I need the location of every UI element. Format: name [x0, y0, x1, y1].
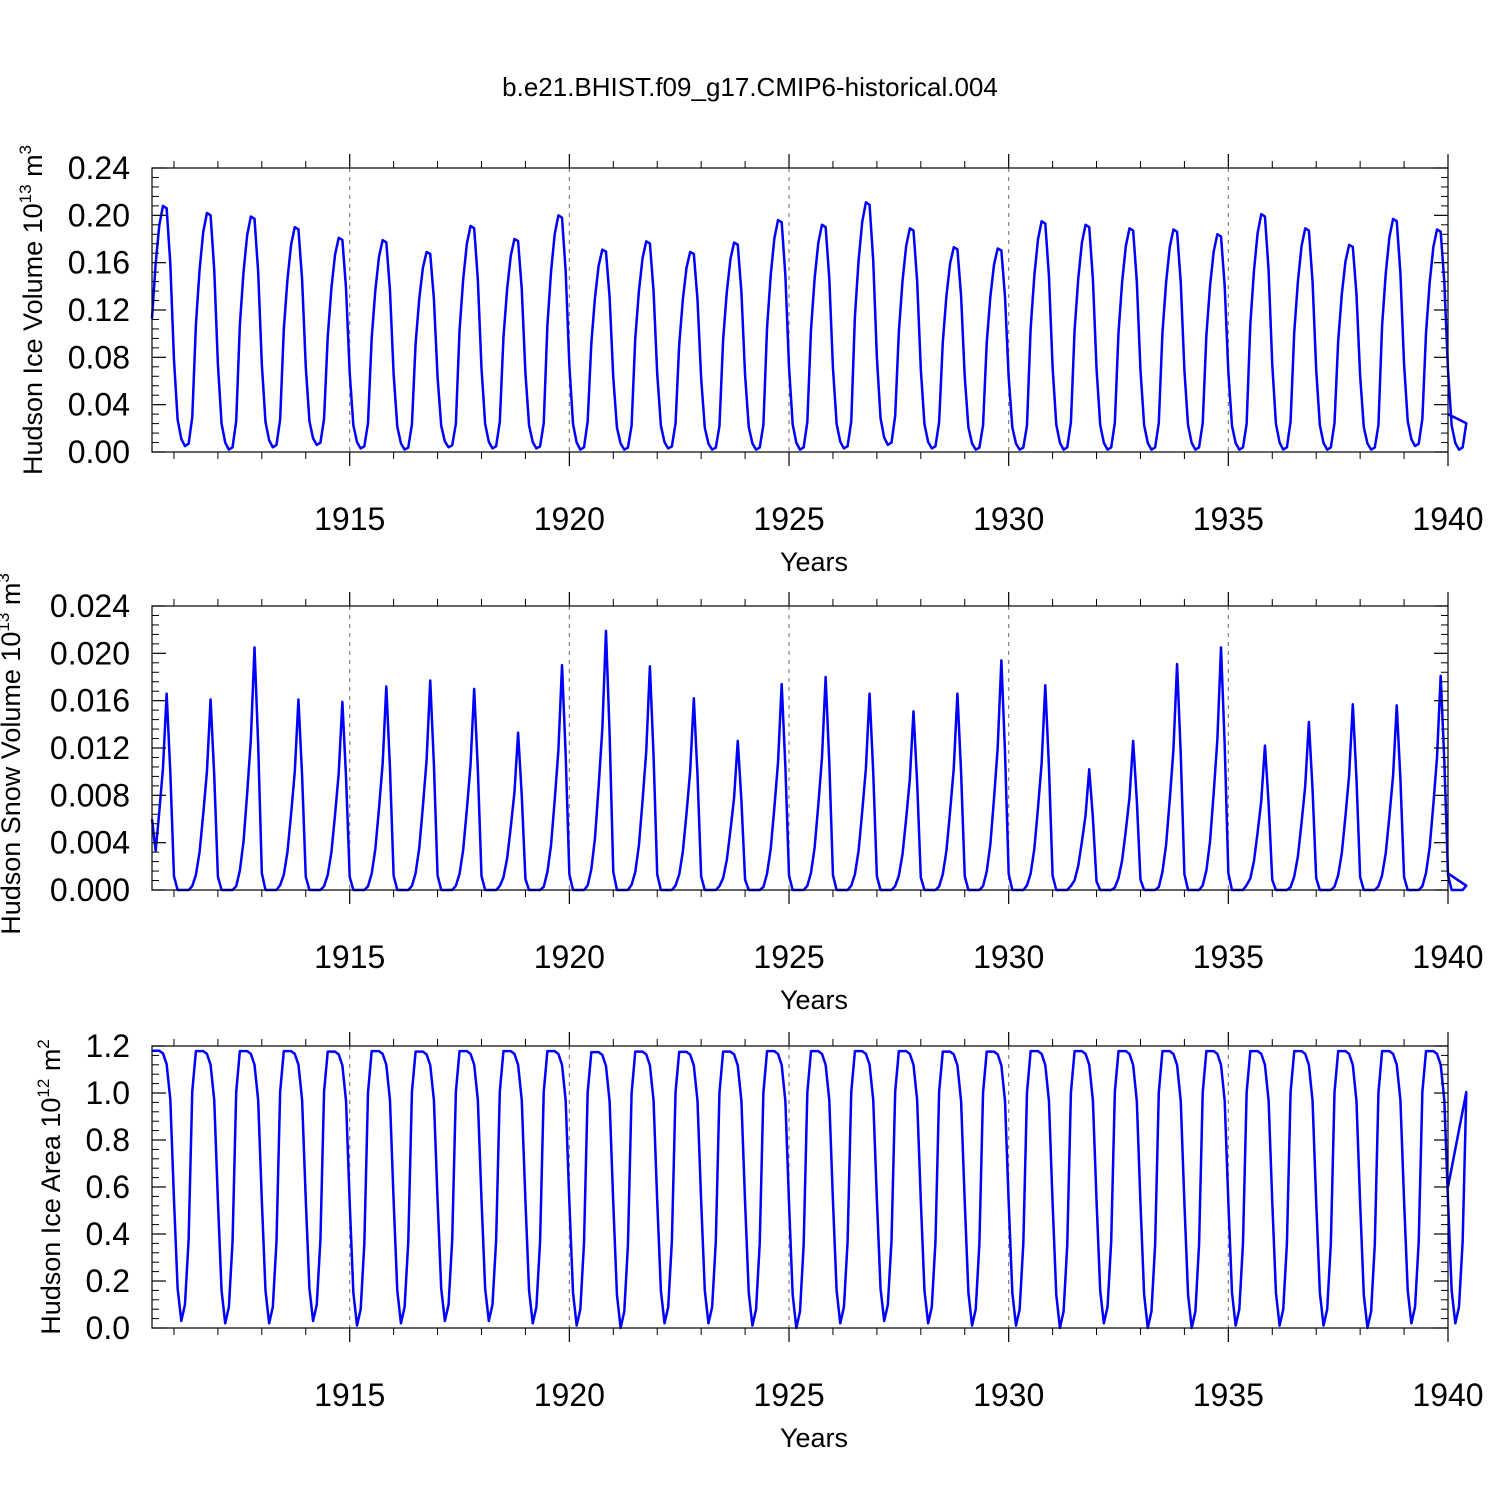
y-tick-label: 0.04: [68, 387, 130, 423]
x-tick-label: 1935: [1193, 501, 1264, 537]
plot-frame: [151, 1045, 1449, 1329]
series-line: [152, 1049, 1468, 1330]
y-tick-label: 0.4: [86, 1216, 130, 1252]
y-tick-label: 0.12: [68, 292, 130, 328]
y-tick-label: 0.24: [68, 150, 130, 186]
x-tick-label: 1915: [314, 501, 385, 537]
y-tick-label: 0.012: [50, 730, 130, 766]
x-tick-label: 1940: [1412, 501, 1483, 537]
y-axis-label: Hudson Ice Volume 1013 m3: [16, 145, 48, 475]
x-tick-label: 1915: [314, 939, 385, 975]
x-tick-label: 1935: [1193, 1377, 1264, 1413]
panel-snow-volume: 0.000 0.004 0.008 0.012 0.016 0.020 0.024 1915 1…: [0, 573, 1484, 1015]
x-tick-label: 1925: [753, 1377, 824, 1413]
series-line: [150, 201, 1468, 451]
y-axis-label: Hudson Snow Volume 1013 m3: [0, 573, 26, 935]
y-tick-label: 0.020: [50, 635, 130, 671]
x-tick-label: 1930: [973, 939, 1044, 975]
x-axis-label: Years: [780, 547, 848, 577]
panel-ice-area: 0.0 0.2 0.4 0.6 0.8 1.0 1.2 1915 1920 1925 1930 193…: [34, 1028, 1484, 1453]
y-tick-label: 0.008: [50, 777, 130, 813]
x-tick-label: 1925: [753, 501, 824, 537]
x-tick-label: 1920: [534, 1377, 605, 1413]
y-tick-label: 0.024: [50, 588, 130, 624]
x-tick-label: 1920: [534, 939, 605, 975]
chart-title: b.e21.BHIST.f09_g17.CMIP6-historical.004: [502, 72, 998, 102]
x-axis-label: Years: [780, 1423, 848, 1453]
series-line: [150, 629, 1468, 892]
y-tick-label: 1.0: [86, 1075, 130, 1111]
y-tick-label: 0.00: [68, 434, 130, 470]
x-tick-label: 1930: [973, 1377, 1044, 1413]
y-tick-label: 0.2: [86, 1263, 130, 1299]
x-tick-label: 1940: [1412, 1377, 1483, 1413]
y-tick-label: 0.8: [86, 1122, 130, 1158]
y-tick-label: 0.004: [50, 825, 130, 861]
x-tick-label: 1930: [973, 501, 1044, 537]
y-tick-label: 0.000: [50, 872, 130, 908]
x-tick-label: 1935: [1193, 939, 1264, 975]
y-tick-label: 0.16: [68, 245, 130, 281]
y-tick-label: 0.08: [68, 339, 130, 375]
x-tick-label: 1940: [1412, 939, 1483, 975]
x-tick-label: 1920: [534, 501, 605, 537]
y-tick-label: 0.6: [86, 1169, 130, 1205]
x-tick-label: 1925: [753, 939, 824, 975]
panel-ice-volume: 0.00 0.04 0.08 0.12 0.16 0.20 0.24 1915 1920 1925…: [16, 145, 1484, 577]
plot-frame: [151, 605, 1449, 891]
y-tick-label: 0.016: [50, 683, 130, 719]
x-tick-label: 1915: [314, 1377, 385, 1413]
x-axis-label: Years: [780, 985, 848, 1015]
y-tick-label: 1.2: [86, 1028, 130, 1064]
y-axis-label: Hudson Ice Area 1012 m2: [34, 1039, 66, 1335]
y-tick-label: 0.0: [86, 1310, 130, 1346]
y-tick-label: 0.20: [68, 197, 130, 233]
